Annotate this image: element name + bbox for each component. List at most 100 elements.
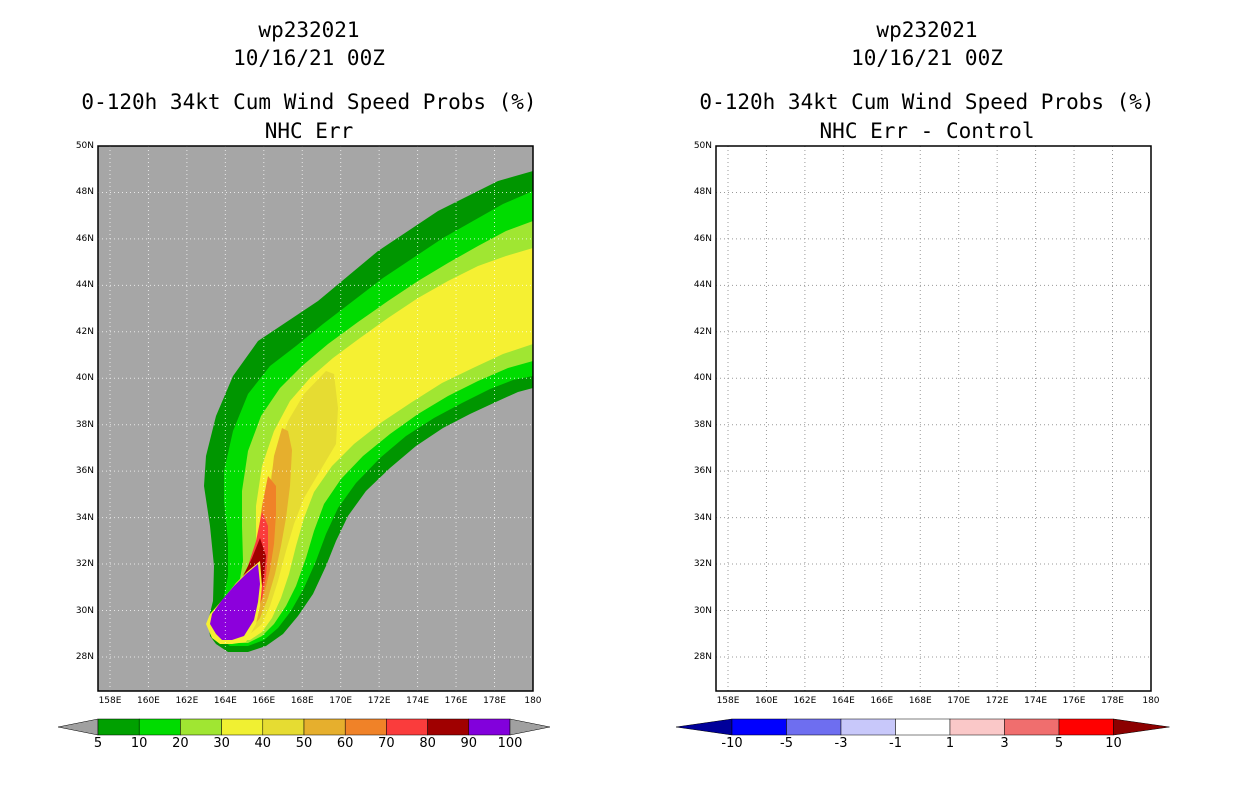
- lat-label: 50N: [75, 141, 94, 151]
- lat-label: 48N: [693, 187, 712, 198]
- lat-label: 46N: [693, 233, 712, 244]
- colorbar-segment: [180, 718, 222, 736]
- colorbar-over-triangle: [1113, 718, 1170, 736]
- lon-label: 180: [1142, 696, 1160, 706]
- lon-label: 160E: [755, 696, 778, 706]
- right-title-storm-id: wp232021: [876, 18, 978, 42]
- lon-label: 176E: [1062, 696, 1086, 706]
- colorbar-segment: [344, 718, 387, 736]
- colorbar-segment: [97, 718, 140, 736]
- colorbar-label: 70: [378, 736, 395, 751]
- lat-label: 30N: [693, 605, 712, 616]
- lon-label: 172E: [985, 696, 1009, 706]
- colorbar-segment: [786, 718, 842, 736]
- lon-label: 166E: [252, 696, 276, 706]
- lat-label: 42N: [75, 326, 94, 337]
- colorbar-label: -5: [780, 736, 793, 751]
- left-title-model: NHC Err: [264, 119, 354, 143]
- lon-label: 180: [524, 696, 542, 706]
- colorbar-segment: [262, 718, 305, 736]
- colorbar-label: 90: [460, 736, 478, 751]
- colorbar-segment: [386, 718, 428, 736]
- colorbar-segment: [949, 718, 1005, 736]
- colorbar-segment: [221, 718, 264, 736]
- lat-label: 36N: [693, 466, 712, 477]
- lon-label: 170E: [329, 696, 353, 706]
- lat-label: 38N: [693, 419, 712, 430]
- lat-label: 32N: [75, 559, 94, 570]
- right-title-product: 0-120h 34kt Cum Wind Speed Probs (%): [699, 90, 1155, 114]
- lon-label: 178E: [1101, 696, 1124, 706]
- lat-label: 40N: [75, 373, 94, 384]
- colorbar-label: 10: [1105, 736, 1122, 751]
- lat-label: 44N: [75, 280, 94, 291]
- lon-label: 176E: [444, 696, 468, 706]
- lat-label: 42N: [693, 326, 712, 337]
- lat-label: 28N: [75, 651, 94, 662]
- colorbar-label: 10: [130, 736, 148, 751]
- lat-label: 34N: [693, 512, 712, 523]
- colorbar-label: -3: [834, 736, 848, 751]
- left-title-storm-id: wp232021: [258, 18, 360, 42]
- colorbar-label: -10: [721, 736, 743, 751]
- lon-label: 158E: [98, 696, 122, 706]
- difference-colorbar: [675, 718, 1170, 736]
- colorbar-label: 80: [419, 736, 436, 751]
- colorbar-segment: [1004, 718, 1060, 736]
- colorbar-label: 20: [172, 736, 189, 751]
- colorbar-segment: [138, 718, 181, 736]
- colorbar-segment: [303, 718, 346, 736]
- lat-label: 46N: [75, 233, 94, 244]
- difference-map: [715, 145, 1152, 692]
- lat-label: 32N: [693, 559, 712, 570]
- left-title-product: 0-120h 34kt Cum Wind Speed Probs (%): [81, 90, 537, 114]
- prob-contour-50: [232, 428, 292, 630]
- colorbar-segment: [1058, 718, 1114, 736]
- colorbar-label: 100: [497, 736, 523, 751]
- lat-label: 38N: [75, 419, 94, 430]
- lat-label: 34N: [75, 512, 94, 523]
- colorbar-label: 60: [336, 736, 354, 751]
- lon-label: 172E: [367, 696, 391, 706]
- probability-map: [97, 145, 534, 692]
- lon-label: 164E: [831, 696, 855, 706]
- colorbar-segment: [840, 718, 896, 736]
- map-gridlines: [716, 146, 1151, 691]
- lat-label: 48N: [75, 187, 94, 198]
- lat-label: 30N: [75, 605, 94, 616]
- colorbar-label: 5: [93, 736, 103, 751]
- lon-label: 164E: [213, 696, 237, 706]
- colorbar-over-triangle: [509, 718, 551, 736]
- lat-label: 28N: [693, 651, 712, 662]
- colorbar-label: 40: [254, 736, 272, 751]
- lon-label: 166E: [870, 696, 894, 706]
- lon-label: 178E: [483, 696, 506, 706]
- lon-label: 168E: [290, 696, 314, 706]
- lat-label: 50N: [693, 141, 712, 151]
- colorbar-label: 50: [295, 736, 313, 751]
- colorbar-segment: [731, 718, 787, 736]
- colorbar-label: 5: [1054, 736, 1064, 751]
- right-panel: wp232021 10/16/21 00Z 0-120h 34kt Cum Wi…: [618, 0, 1236, 800]
- colorbar-under-triangle: [675, 718, 733, 736]
- lon-label: 160E: [137, 696, 160, 706]
- colorbar-label: 1: [945, 736, 955, 751]
- prob-contour-90: [210, 564, 260, 640]
- lon-label: 170E: [947, 696, 971, 706]
- lon-label: 162E: [175, 696, 199, 706]
- colorbar-under-triangle: [57, 718, 99, 736]
- colorbar-label: -1: [889, 736, 902, 751]
- map-background: [716, 146, 1151, 691]
- colorbar-label: 30: [213, 736, 230, 751]
- lon-label: 174E: [1024, 696, 1048, 706]
- lon-label: 168E: [908, 696, 932, 706]
- left-panel: wp232021 10/16/21 00Z 0-120h 34kt Cum Wi…: [57, 18, 551, 751]
- lon-label: 158E: [716, 696, 740, 706]
- lat-label: 36N: [75, 466, 94, 477]
- colorbar-segment: [427, 718, 470, 736]
- lat-label: 44N: [693, 280, 712, 291]
- right-title-date: 10/16/21 00Z: [851, 46, 1003, 70]
- lat-label: 40N: [693, 373, 712, 384]
- prob-contour-30: [220, 248, 533, 640]
- colorbar-label: 3: [1000, 736, 1009, 751]
